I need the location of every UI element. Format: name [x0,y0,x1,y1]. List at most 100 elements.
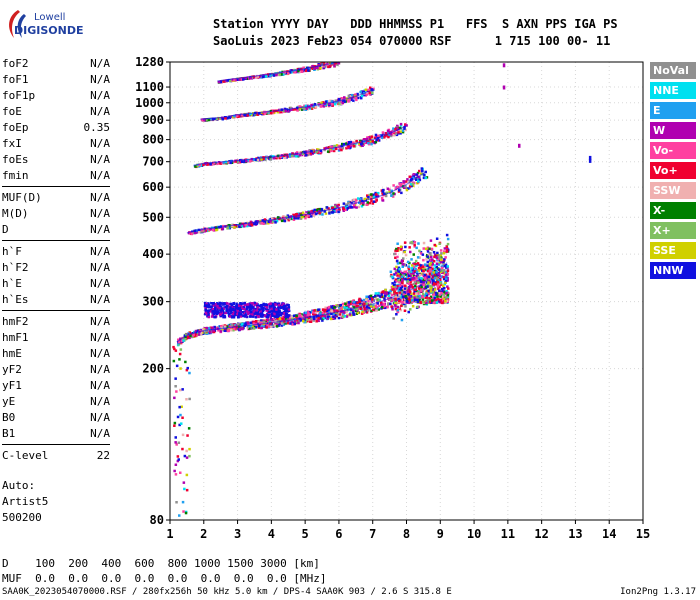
echo-point [274,303,277,306]
echo-point [316,319,320,322]
echo-point [224,117,227,120]
echo-point [265,306,269,309]
echo-point [414,267,417,271]
param-row: h`F2 N/A [2,260,110,276]
echo-point [180,405,183,408]
echo-point [378,295,382,298]
echo-point [413,241,417,244]
echo-point [317,316,320,320]
echo-point [262,308,265,312]
echo-point [398,267,401,271]
x-tick-label: 10 [467,527,481,541]
echo-point [271,73,274,76]
echo-point [410,272,413,275]
echo-point [274,315,277,319]
echo-point [278,313,281,316]
echo-point [267,220,271,223]
echo-point [175,390,178,393]
echo-point [181,416,184,419]
echo-point [432,288,435,291]
echo-point [302,66,305,69]
echo-point [351,300,354,303]
echo-point [333,310,337,314]
echo-point [399,308,403,312]
echo-point [322,65,326,68]
echo-point [355,305,358,308]
legend-item: SSE [650,242,696,259]
echo-point [177,338,180,341]
echo-point [408,175,411,178]
echo-point [398,126,402,130]
echo-point [393,267,396,271]
echo-point [352,203,356,207]
legend-item: X+ [650,222,696,239]
echo-point [368,201,372,205]
echo-point [278,322,281,325]
echo-point [234,78,238,81]
echo-point [399,130,402,133]
echo-point [188,331,191,334]
param-value: N/A [90,395,110,408]
echo-point [329,316,332,319]
echo-point [248,311,251,314]
echo-point [228,315,232,318]
echo-point [365,302,368,305]
echo-point [312,312,315,316]
echo-point [188,371,191,375]
echo-point [403,301,407,304]
param-value: N/A [90,73,110,86]
echo-point [324,65,327,68]
echo-point [419,280,423,283]
echo-point [443,282,446,286]
echo-point [237,313,241,317]
echo-point [318,207,321,211]
echo-point [438,242,441,245]
echo-point [261,219,265,222]
echo-point [223,306,226,309]
echo-point [421,289,424,292]
echo-point [356,301,359,305]
echo-point [309,215,313,218]
echo-point [269,74,272,78]
echo-point [422,283,426,287]
echo-point [317,148,320,151]
echo-point [281,321,284,324]
echo-point [430,255,433,259]
echo-point [259,75,262,78]
echo-point [394,269,398,272]
echo-point [253,222,256,226]
echo-point [257,315,260,319]
echo-point [205,331,208,334]
echo-point [414,264,418,267]
echo-point [307,211,311,215]
echo-point [266,219,269,223]
echo-point [268,320,272,324]
echo-point [434,270,437,273]
echo-point [206,118,209,122]
echo-point [230,326,234,330]
echo-point [413,266,416,269]
echo-point [337,203,340,207]
echo-point [381,131,385,134]
echo-point [367,141,370,145]
echo-point [440,275,444,278]
echo-point [410,181,413,184]
echo-point [222,161,226,164]
echo-point [408,295,412,299]
echo-point [337,210,340,214]
echo-point [343,96,346,99]
echo-point [398,299,401,303]
echo-point [446,273,450,276]
echo-point [315,66,319,69]
echo-point [308,311,312,314]
echo-point [272,74,276,77]
echo-point [422,247,425,250]
echo-point [393,280,397,284]
echo-point [326,317,329,320]
echo-point [424,285,428,289]
echo-point [440,260,443,264]
echo-point [390,134,393,138]
echo-point [321,311,325,315]
echo-point [427,253,430,257]
echo-point [440,252,443,255]
